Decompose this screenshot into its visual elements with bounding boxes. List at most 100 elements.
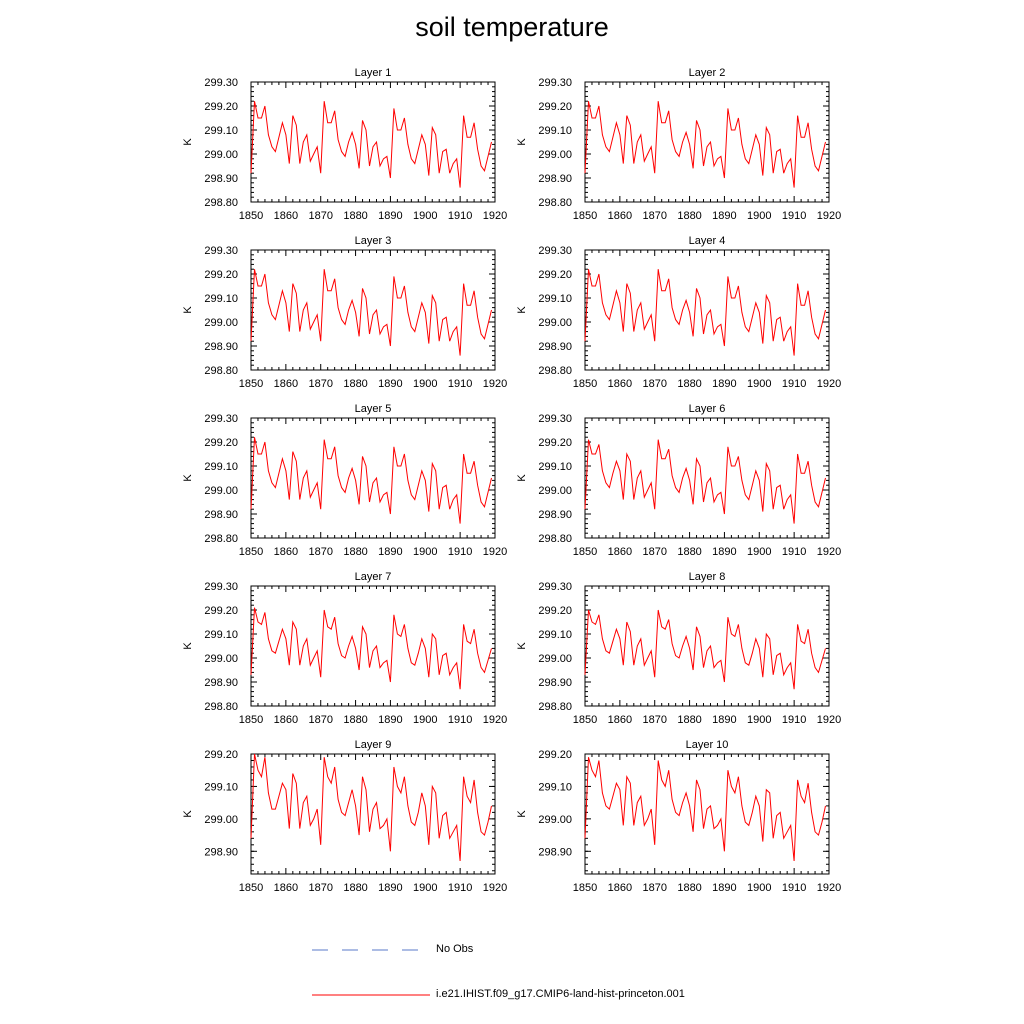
x-tick-label: 1880 (343, 714, 367, 726)
x-tick-label: 1880 (343, 546, 367, 558)
y-tick-label: 299.10 (204, 781, 238, 793)
y-tick-label: 299.30 (204, 245, 238, 257)
y-axis-label: K (516, 138, 528, 146)
y-tick-label: 298.80 (538, 197, 572, 209)
x-tick-label: 1890 (712, 210, 736, 222)
panel-title: Layer 8 (689, 571, 726, 583)
panel-title: Layer 5 (355, 403, 392, 415)
panel-layer-8: Layer 8 K 1850 1860 1870 1880 1890 1900 1910 1920… (516, 571, 841, 726)
x-tick-label: 1920 (817, 546, 841, 558)
plot-frame (250, 81, 496, 203)
x-tick-label: 1890 (712, 882, 736, 894)
y-tick-label: 299.10 (204, 125, 238, 137)
x-tick-label: 1870 (308, 546, 332, 558)
x-tick-label: 1860 (608, 546, 632, 558)
panel-layer-4: Layer 4 K 1850 1860 1870 1880 1890 1900 1910 1920… (516, 235, 841, 390)
x-tick-label: 1850 (239, 546, 263, 558)
x-tick-label: 1880 (677, 882, 701, 894)
x-tick-label: 1870 (308, 882, 332, 894)
y-tick-label: 299.00 (204, 485, 238, 497)
x-tick-label: 1890 (378, 714, 402, 726)
x-tick-label: 1910 (448, 546, 472, 558)
y-tick-label: 299.00 (538, 485, 572, 497)
y-tick-label: 299.30 (538, 245, 572, 257)
panel-title: Layer 4 (689, 235, 726, 247)
y-tick-label: 298.90 (538, 173, 572, 185)
plot-frame (584, 585, 830, 707)
x-tick-label: 1900 (413, 882, 437, 894)
y-axis-label: K (516, 810, 528, 818)
x-tick-label: 1890 (712, 378, 736, 390)
y-tick-label: 299.10 (204, 293, 238, 305)
y-tick-label: 298.90 (204, 341, 238, 353)
x-tick-label: 1890 (378, 210, 402, 222)
y-axis-label: K (516, 474, 528, 482)
series-line-1 (250, 101, 492, 188)
y-tick-label: 299.20 (538, 749, 572, 761)
series-line-1 (250, 437, 492, 524)
x-tick-label: 1890 (378, 882, 402, 894)
panel-title: Layer 1 (355, 67, 392, 79)
x-tick-label: 1920 (483, 546, 507, 558)
panel-layer-6: Layer 6 K 1850 1860 1870 1880 1890 1900 1910 1920… (516, 403, 841, 558)
x-tick-label: 1910 (448, 378, 472, 390)
x-tick-label: 1890 (712, 546, 736, 558)
x-tick-label: 1850 (573, 378, 597, 390)
panel-layer-2: Layer 2 K 1850 1860 1870 1880 1890 1900 1910 1920… (516, 67, 841, 222)
y-tick-label: 299.00 (204, 317, 238, 329)
y-tick-label: 298.90 (538, 509, 572, 521)
y-tick-label: 298.90 (204, 846, 238, 858)
y-tick-label: 298.90 (204, 173, 238, 185)
y-tick-label: 299.10 (204, 629, 238, 641)
y-tick-label: 298.90 (538, 341, 572, 353)
plot-frame (584, 753, 830, 875)
y-tick-label: 299.20 (204, 749, 238, 761)
x-tick-label: 1920 (817, 882, 841, 894)
y-tick-label: 299.10 (538, 461, 572, 473)
x-tick-label: 1910 (782, 210, 806, 222)
x-tick-label: 1850 (239, 378, 263, 390)
y-tick-label: 299.30 (204, 581, 238, 593)
x-tick-label: 1920 (817, 714, 841, 726)
y-axis-label: K (182, 810, 194, 818)
y-tick-label: 299.10 (538, 629, 572, 641)
plot-frame (584, 249, 830, 371)
y-tick-label: 298.90 (538, 677, 572, 689)
x-tick-label: 1850 (239, 210, 263, 222)
x-tick-label: 1900 (413, 378, 437, 390)
x-tick-label: 1920 (483, 378, 507, 390)
y-tick-label: 299.00 (538, 317, 572, 329)
x-tick-label: 1870 (642, 882, 666, 894)
y-tick-label: 298.80 (204, 365, 238, 377)
x-tick-label: 1860 (608, 378, 632, 390)
y-tick-label: 299.30 (204, 77, 238, 89)
x-tick-label: 1900 (747, 378, 771, 390)
y-tick-label: 298.80 (204, 701, 238, 713)
x-tick-label: 1890 (378, 546, 402, 558)
x-tick-label: 1890 (712, 714, 736, 726)
y-tick-label: 299.10 (538, 125, 572, 137)
x-tick-label: 1860 (274, 210, 298, 222)
x-tick-label: 1880 (677, 210, 701, 222)
x-tick-label: 1870 (308, 378, 332, 390)
panel-title: Layer 3 (355, 235, 392, 247)
series-line-1 (250, 753, 492, 862)
y-tick-label: 298.80 (538, 701, 572, 713)
x-tick-label: 1870 (642, 546, 666, 558)
x-tick-label: 1920 (483, 882, 507, 894)
x-tick-label: 1880 (343, 210, 367, 222)
plot-frame (584, 417, 830, 539)
y-tick-label: 298.80 (204, 533, 238, 545)
y-tick-label: 299.20 (538, 101, 572, 113)
legend-line-no-obs (312, 949, 420, 951)
x-tick-label: 1850 (239, 882, 263, 894)
x-tick-label: 1850 (239, 714, 263, 726)
x-tick-label: 1860 (608, 882, 632, 894)
x-tick-label: 1860 (274, 378, 298, 390)
y-tick-label: 299.00 (204, 814, 238, 826)
x-tick-label: 1900 (747, 546, 771, 558)
y-tick-label: 299.30 (538, 413, 572, 425)
panel-title: Layer 7 (355, 571, 392, 583)
y-tick-label: 298.80 (538, 365, 572, 377)
